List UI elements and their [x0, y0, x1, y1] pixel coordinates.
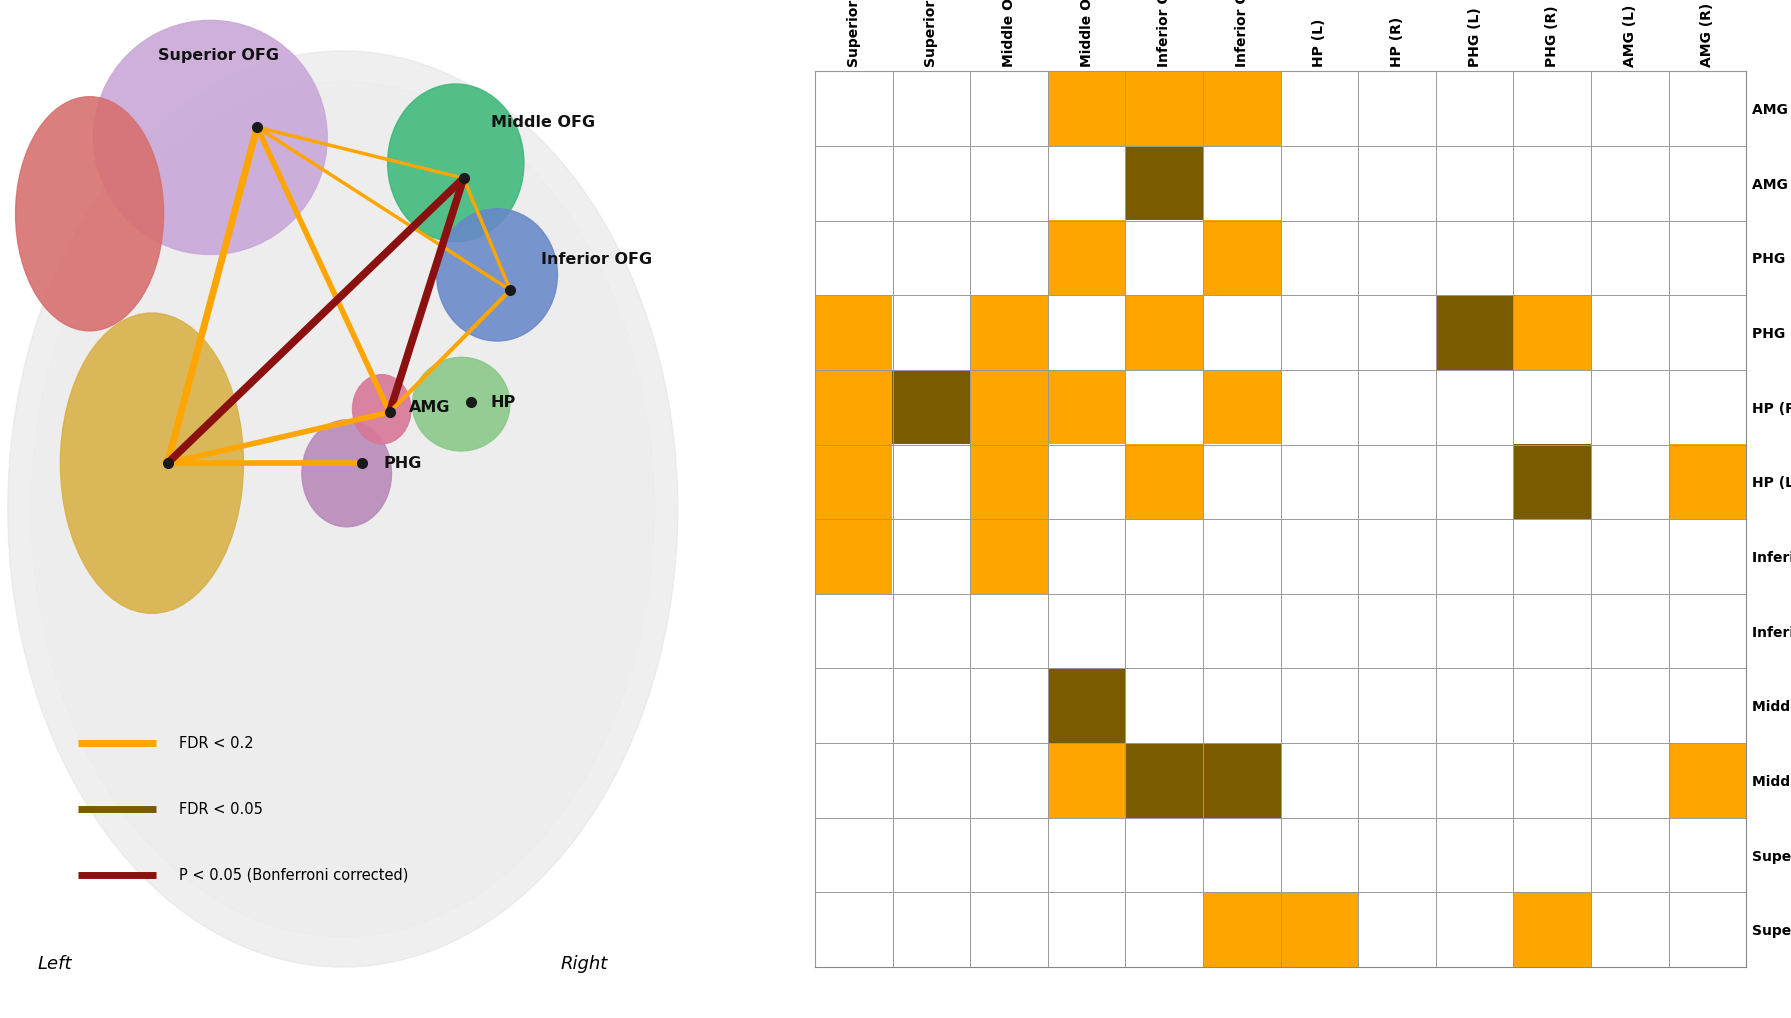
Ellipse shape — [30, 81, 654, 937]
Ellipse shape — [353, 375, 410, 444]
Text: Right: Right — [561, 955, 607, 973]
Ellipse shape — [61, 314, 244, 613]
Text: HP: HP — [491, 395, 516, 409]
Ellipse shape — [387, 84, 525, 242]
Ellipse shape — [93, 20, 328, 254]
Text: FDR < 0.2: FDR < 0.2 — [179, 736, 254, 750]
Ellipse shape — [7, 51, 677, 967]
Text: PHG: PHG — [383, 456, 421, 470]
Ellipse shape — [16, 97, 163, 331]
Text: Left: Left — [38, 955, 72, 973]
Text: Inferior OFG: Inferior OFG — [541, 252, 652, 267]
Ellipse shape — [437, 209, 557, 341]
Ellipse shape — [303, 419, 392, 527]
Text: P < 0.05 (Bonferroni corrected): P < 0.05 (Bonferroni corrected) — [179, 868, 408, 883]
Text: FDR < 0.05: FDR < 0.05 — [179, 802, 263, 816]
Ellipse shape — [412, 357, 510, 451]
Text: Superior OFG: Superior OFG — [158, 49, 279, 63]
Text: AMG: AMG — [408, 400, 451, 414]
Text: Middle OFG: Middle OFG — [491, 115, 595, 129]
